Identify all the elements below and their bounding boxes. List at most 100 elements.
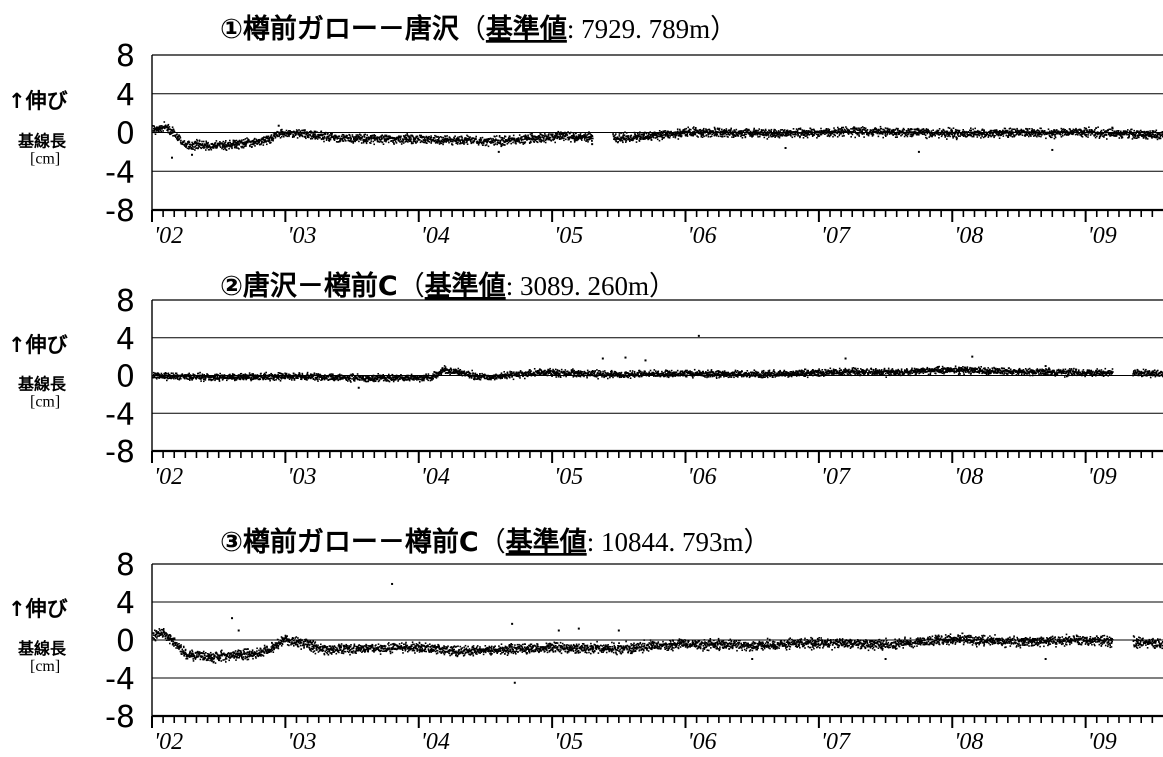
data-point (340, 137, 343, 140)
data-point (519, 142, 521, 144)
data-point (917, 128, 920, 130)
data-point (203, 380, 205, 383)
data-point (486, 138, 489, 140)
data-point (584, 133, 587, 135)
data-point (1095, 127, 1098, 129)
data-point (1102, 135, 1104, 138)
data-point (1073, 131, 1076, 133)
data-point (695, 127, 697, 129)
data-point (761, 129, 764, 132)
data-point (224, 147, 226, 149)
data-point (224, 375, 226, 377)
data-point (175, 136, 177, 138)
data-point (530, 138, 533, 141)
data-point (867, 134, 870, 137)
data-point (993, 135, 995, 137)
y-unit-label: [cm] (30, 394, 60, 411)
data-point (700, 130, 702, 132)
data-point (612, 133, 614, 136)
data-point (659, 135, 662, 138)
data-point (156, 377, 158, 380)
data-point (269, 139, 271, 142)
data-point (801, 132, 804, 135)
data-point (271, 136, 274, 138)
data-point (1009, 134, 1011, 137)
data-point (1147, 130, 1149, 133)
data-point (154, 128, 157, 131)
data-point (289, 130, 291, 132)
data-point (1041, 134, 1043, 136)
data-point (980, 131, 982, 134)
data-point (926, 129, 928, 131)
data-point (713, 126, 716, 129)
data-point (779, 129, 782, 131)
data-point (306, 373, 309, 375)
data-point (476, 140, 479, 143)
data-point (253, 374, 255, 377)
data-point (1085, 135, 1088, 138)
data-point (825, 128, 828, 130)
data-point (252, 378, 254, 380)
data-point (333, 138, 336, 140)
data-point (245, 145, 247, 147)
data-point (925, 130, 927, 133)
data-point (324, 132, 326, 134)
data-point (702, 132, 705, 134)
data-point (464, 138, 466, 141)
data-point (1118, 137, 1121, 139)
data-point (527, 134, 529, 137)
data-point (258, 141, 261, 143)
data-point (741, 132, 743, 134)
data-point (345, 140, 347, 142)
data-point (283, 374, 285, 377)
data-point (153, 374, 155, 377)
data-point (200, 147, 203, 150)
data-point (156, 130, 158, 132)
data-point (573, 134, 575, 136)
data-point (896, 131, 898, 134)
data-point (786, 131, 788, 133)
data-point (1139, 134, 1142, 136)
data-point (985, 134, 987, 137)
data-point (494, 140, 496, 143)
data-point (773, 134, 776, 137)
data-point (806, 131, 809, 134)
data-point (195, 376, 197, 379)
data-point (922, 128, 925, 130)
data-point (694, 133, 697, 136)
data-point (588, 138, 591, 141)
data-point (500, 143, 503, 146)
data-point (976, 131, 978, 133)
data-point (385, 134, 388, 137)
data-point (701, 136, 704, 138)
data-point (764, 128, 767, 131)
data-point (1111, 129, 1114, 132)
data-point (890, 132, 892, 134)
data-point (614, 138, 617, 141)
data-point (232, 141, 235, 144)
data-point (247, 141, 249, 144)
data-point (248, 139, 250, 141)
data-point (848, 129, 851, 131)
data-point (250, 374, 252, 377)
data-point (871, 130, 874, 133)
data-point (501, 137, 504, 139)
data-point (222, 140, 225, 143)
data-point (197, 372, 200, 375)
data-point (669, 135, 671, 137)
data-point (1159, 133, 1161, 136)
data-point (442, 141, 445, 144)
data-point (433, 137, 436, 139)
data-point (918, 134, 920, 136)
data-point (1010, 135, 1012, 137)
data-point (921, 132, 923, 135)
data-point (541, 136, 543, 138)
data-point (372, 137, 375, 140)
data-point (573, 135, 576, 138)
data-point (634, 133, 637, 135)
data-point (836, 132, 839, 135)
data-point (313, 373, 315, 376)
data-point (632, 136, 635, 138)
data-point (446, 137, 449, 140)
data-point (858, 135, 860, 137)
